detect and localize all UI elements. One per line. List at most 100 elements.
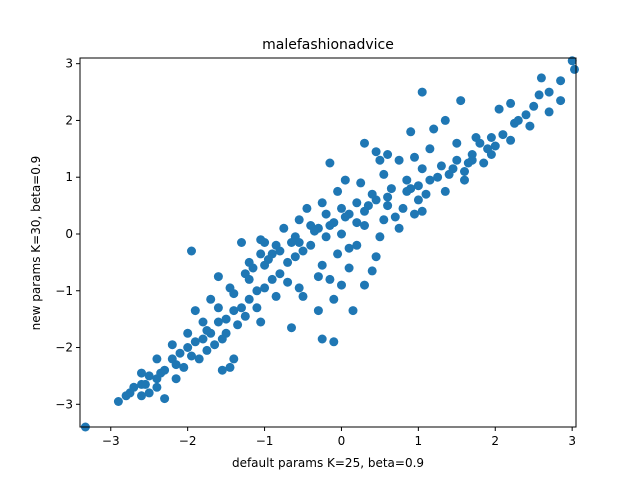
data-point xyxy=(113,397,123,406)
data-point xyxy=(283,257,293,267)
y-tick-label: 2 xyxy=(65,113,73,127)
data-point xyxy=(344,263,354,273)
y-tick-label: −2 xyxy=(55,341,73,355)
data-point xyxy=(229,306,239,316)
data-point xyxy=(394,155,404,165)
data-point xyxy=(356,178,366,188)
data-point xyxy=(179,362,189,372)
data-point xyxy=(287,238,296,247)
data-point xyxy=(379,215,389,225)
data-point xyxy=(460,167,469,176)
data-point xyxy=(513,115,523,125)
data-point xyxy=(363,201,373,211)
data-point xyxy=(506,98,516,108)
data-point xyxy=(544,87,554,97)
data-point xyxy=(352,198,362,208)
data-point xyxy=(202,326,212,335)
data-point xyxy=(360,138,369,148)
data-point xyxy=(317,334,327,344)
data-point xyxy=(260,283,270,293)
data-point xyxy=(383,150,393,159)
data-point xyxy=(217,334,227,344)
data-point xyxy=(433,172,443,182)
x-tick-label: −3 xyxy=(102,434,120,448)
data-point xyxy=(213,317,223,327)
data-point xyxy=(329,337,339,347)
data-point xyxy=(206,294,216,304)
data-point xyxy=(344,243,354,253)
data-point xyxy=(498,130,508,140)
data-point xyxy=(456,96,466,106)
data-point xyxy=(406,127,416,137)
x-axis-ticks: −3 −2 −1 0 1 2 3 xyxy=(102,427,576,448)
data-point xyxy=(534,90,544,100)
x-tick-label: −2 xyxy=(179,434,197,448)
data-point xyxy=(429,124,439,134)
y-tick-label: 3 xyxy=(65,57,73,71)
data-point xyxy=(187,246,196,256)
data-point xyxy=(225,362,235,372)
data-point xyxy=(494,104,504,114)
data-point xyxy=(125,388,135,398)
data-point xyxy=(421,189,431,199)
data-point xyxy=(371,147,381,157)
data-point xyxy=(321,232,331,242)
x-tick-label: 2 xyxy=(491,434,499,448)
scatter-points xyxy=(80,56,579,432)
data-point xyxy=(556,76,566,86)
data-point xyxy=(317,198,327,208)
data-point xyxy=(521,110,531,120)
data-point xyxy=(240,311,250,321)
data-point xyxy=(279,223,289,233)
data-point xyxy=(244,274,254,284)
data-point xyxy=(452,155,462,165)
data-point xyxy=(256,249,266,259)
data-point xyxy=(383,192,393,202)
chart-title: malefashionadvice xyxy=(262,37,394,53)
data-point xyxy=(337,229,346,239)
data-point xyxy=(367,189,377,199)
data-point xyxy=(144,371,154,381)
data-point xyxy=(217,365,227,375)
data-point xyxy=(340,212,350,222)
data-point xyxy=(167,340,177,350)
data-point xyxy=(425,175,435,185)
data-point xyxy=(486,150,496,159)
data-point xyxy=(475,138,485,148)
data-point xyxy=(294,215,304,225)
y-axis-label: new params K=30, beta=0.9 xyxy=(29,156,43,331)
data-point xyxy=(221,314,231,324)
data-point xyxy=(160,394,170,404)
data-point xyxy=(252,286,262,296)
data-point xyxy=(444,169,454,179)
data-point xyxy=(425,144,435,154)
data-point xyxy=(275,269,285,279)
plot-frame xyxy=(79,57,577,428)
data-point xyxy=(352,240,362,250)
data-point xyxy=(252,303,262,313)
data-point xyxy=(329,294,339,304)
data-point xyxy=(137,391,146,401)
data-point xyxy=(337,280,346,290)
data-point xyxy=(333,186,343,196)
data-point xyxy=(417,206,427,216)
data-point xyxy=(244,294,254,304)
data-point xyxy=(140,379,150,389)
x-tick-label: −1 xyxy=(256,434,274,448)
data-point xyxy=(294,283,304,293)
y-tick-label: −3 xyxy=(55,397,73,411)
data-point xyxy=(556,96,566,106)
data-point xyxy=(337,203,346,213)
data-point xyxy=(256,235,266,245)
data-point xyxy=(313,306,323,316)
data-point xyxy=(275,246,285,256)
data-point xyxy=(375,232,385,242)
data-point xyxy=(371,252,381,262)
data-point xyxy=(290,252,300,262)
data-point xyxy=(410,152,419,162)
data-point xyxy=(213,303,223,313)
data-point xyxy=(237,238,246,247)
data-point xyxy=(410,209,419,219)
data-point xyxy=(383,201,393,211)
